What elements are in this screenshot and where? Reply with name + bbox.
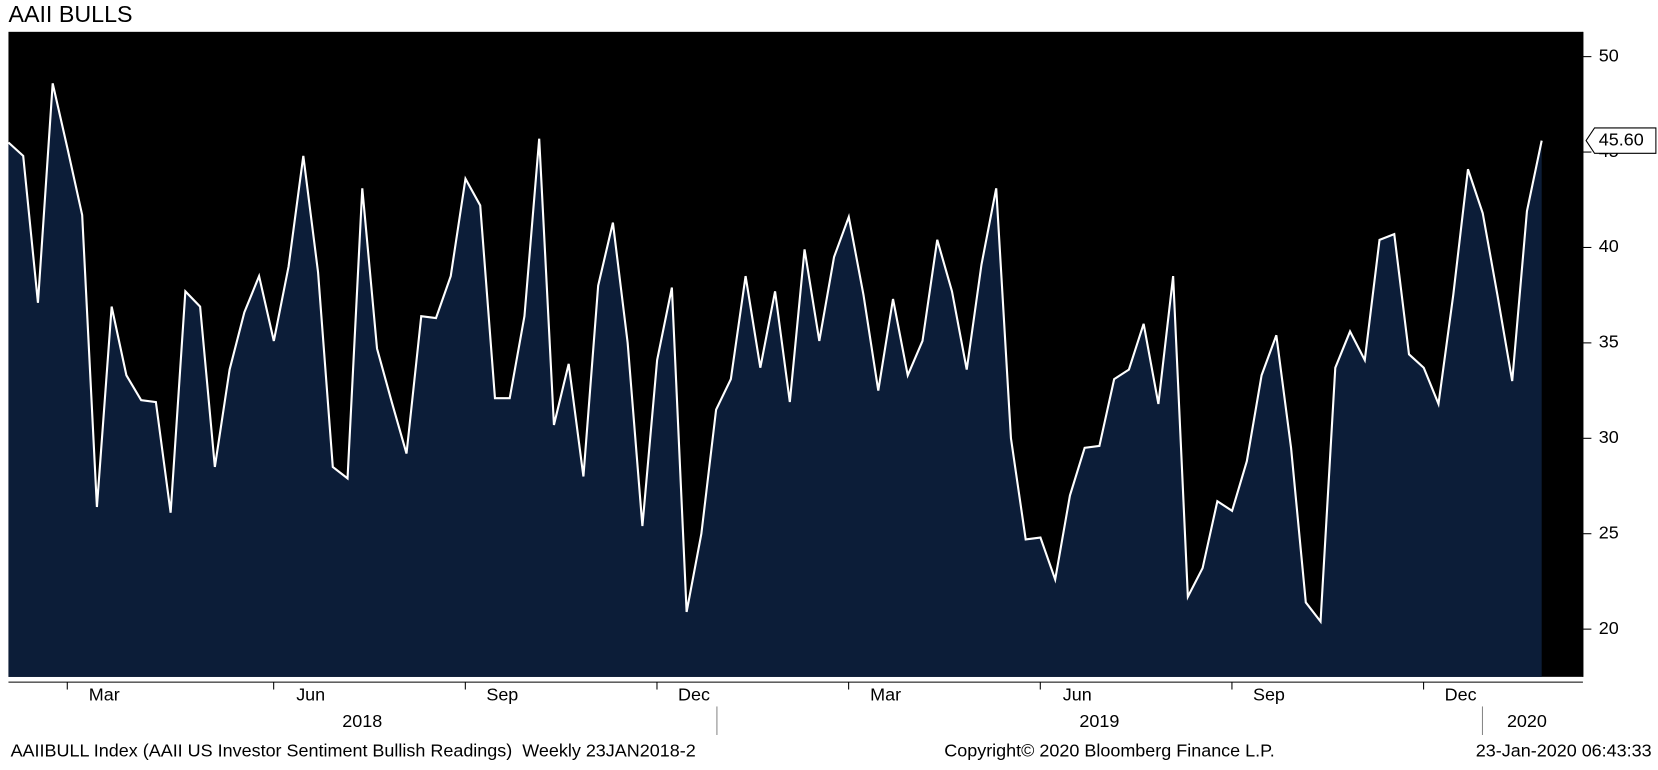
last-value-tag	[1585, 127, 1657, 154]
x-tick-label: Sep	[486, 685, 518, 705]
footer-text: AAIIBULL Index (AAII US Investor Sentime…	[11, 741, 696, 761]
footer-text: Copyright© 2020 Bloomberg Finance L.P.	[944, 741, 1275, 761]
y-tick-label: 35	[1599, 332, 1619, 352]
chart-title: AAII BULLS	[8, 1, 132, 27]
x-tick-label: Sep	[1253, 685, 1285, 705]
y-tick-label: 50	[1599, 45, 1619, 65]
x-tick-label: Dec	[1445, 685, 1477, 705]
x-tick-label: Dec	[678, 685, 710, 705]
x-year-label: 2020	[1507, 711, 1547, 731]
footer-text: 23-Jan-2020 06:43:33	[1476, 741, 1652, 761]
area-fill	[8, 83, 1542, 677]
line	[7, 83, 1543, 625]
x-tick-label: Jun	[1063, 685, 1092, 705]
y-tick-label: 20	[1599, 618, 1619, 638]
y-tick-label: 25	[1599, 522, 1619, 542]
last-value-label: 45.60	[1599, 129, 1644, 149]
x-tick-label: Mar	[89, 685, 120, 705]
x-tick-label: Mar	[870, 685, 901, 705]
x-year-label: 2019	[1079, 711, 1119, 731]
x-tick-label: Jun	[296, 685, 325, 705]
x-year-label: 2018	[342, 711, 382, 731]
y-tick-label: 30	[1599, 427, 1619, 447]
y-tick-label: 40	[1599, 236, 1619, 256]
